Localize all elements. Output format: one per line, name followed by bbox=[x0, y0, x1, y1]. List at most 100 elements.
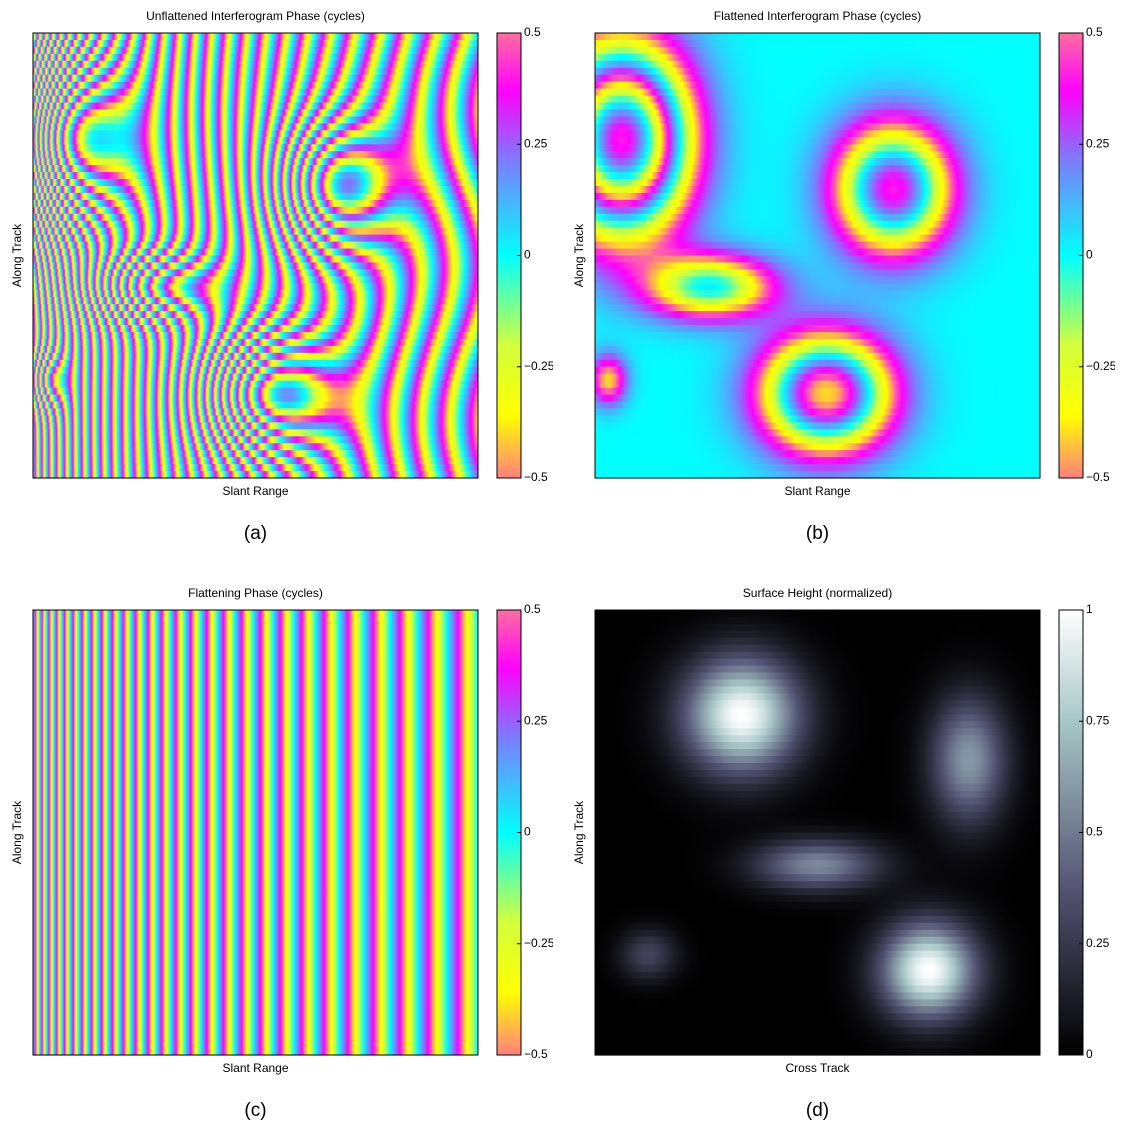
image-row bbox=[595, 338, 1040, 347]
image-row bbox=[595, 762, 1040, 771]
image-row bbox=[595, 39, 1040, 48]
colorbar-ticks: 0.5 0.25 0 −0.25 −0.5 bbox=[1086, 25, 1115, 484]
image-row bbox=[595, 394, 1040, 403]
image-row bbox=[595, 658, 1040, 667]
image-row bbox=[595, 227, 1040, 236]
image-row bbox=[595, 95, 1040, 104]
image-row bbox=[595, 241, 1040, 250]
image-row bbox=[595, 686, 1040, 695]
chart-title: Flattened Interferogram Phase (cycles) bbox=[714, 9, 921, 23]
colorbar-ticks: 0.5 0.25 0 −0.25 −0.5 bbox=[524, 602, 555, 1061]
image-row bbox=[595, 804, 1040, 813]
image-row bbox=[595, 721, 1040, 729]
image-row bbox=[595, 464, 1040, 472]
x-axis-label: Slant Range bbox=[222, 484, 288, 498]
image-row bbox=[595, 707, 1040, 715]
image-row bbox=[33, 380, 478, 389]
chart-title: Unflattened Interferogram Phase (cycles) bbox=[146, 9, 365, 23]
image-row bbox=[595, 867, 1040, 875]
image-row bbox=[595, 811, 1040, 820]
image-row bbox=[33, 165, 478, 173]
image-row bbox=[595, 297, 1040, 305]
colorbar-tick-label: 0 bbox=[1086, 248, 1093, 262]
image-row bbox=[33, 172, 478, 180]
x-axis-label: Slant Range bbox=[784, 484, 850, 498]
image-row bbox=[595, 964, 1040, 973]
colorbar-tick-label: −0.5 bbox=[524, 1047, 548, 1061]
image-row bbox=[595, 53, 1040, 62]
image-row bbox=[33, 450, 478, 458]
image-row bbox=[595, 220, 1040, 229]
image-row bbox=[595, 915, 1040, 924]
colorbar-ticks: 0.5 0.25 0 −0.25 −0.5 bbox=[524, 25, 553, 484]
image-row bbox=[595, 616, 1040, 625]
image-row bbox=[595, 318, 1040, 326]
colorbar-tick-label: 0 bbox=[524, 248, 531, 262]
image-row bbox=[33, 255, 478, 264]
image-row bbox=[33, 471, 478, 479]
colorbar-tick-label: 0.5 bbox=[1086, 25, 1103, 39]
image-row bbox=[595, 137, 1040, 145]
image-row bbox=[33, 53, 478, 62]
image-row bbox=[33, 290, 478, 298]
image-row bbox=[33, 345, 478, 354]
image-row bbox=[33, 213, 478, 222]
image-row bbox=[595, 749, 1040, 757]
colorbar-tick-label: −0.5 bbox=[1086, 470, 1110, 484]
image-row bbox=[595, 304, 1040, 312]
image-row bbox=[595, 331, 1040, 340]
colorbar-tick-label: 0 bbox=[524, 825, 531, 839]
image-row bbox=[595, 881, 1040, 889]
image-row bbox=[595, 839, 1040, 847]
image-row bbox=[595, 846, 1040, 854]
image-row bbox=[33, 199, 478, 208]
image-row bbox=[595, 46, 1040, 55]
image-row bbox=[33, 429, 478, 437]
colorbar-tick-label: 1 bbox=[1086, 602, 1093, 616]
image-row bbox=[33, 262, 478, 270]
image-row bbox=[595, 60, 1040, 69]
y-axis-label: Along Track bbox=[10, 223, 24, 287]
image-row bbox=[595, 429, 1040, 437]
image-row bbox=[33, 116, 478, 124]
image-row bbox=[595, 102, 1040, 111]
image-row bbox=[595, 1020, 1040, 1028]
image-row bbox=[595, 213, 1040, 222]
image-row bbox=[595, 276, 1040, 284]
plot-frame bbox=[32, 32, 479, 479]
image-row bbox=[595, 790, 1040, 799]
image-row bbox=[33, 415, 478, 423]
image-row bbox=[33, 276, 478, 284]
image-row bbox=[33, 325, 478, 333]
image-row bbox=[33, 443, 478, 451]
image-row bbox=[595, 818, 1040, 827]
image-row bbox=[595, 922, 1040, 931]
image-row bbox=[33, 234, 478, 243]
image-row bbox=[595, 151, 1040, 159]
image-row bbox=[33, 109, 478, 118]
image-row bbox=[595, 874, 1040, 882]
image-row bbox=[33, 464, 478, 472]
image-row bbox=[33, 422, 478, 430]
image-row bbox=[595, 769, 1040, 778]
image-row bbox=[595, 311, 1040, 319]
image-row bbox=[33, 436, 478, 444]
image-row bbox=[595, 74, 1040, 83]
colorbar-tick-label: 0.5 bbox=[524, 602, 541, 616]
image-row bbox=[595, 283, 1040, 291]
image-row bbox=[595, 234, 1040, 243]
image-row bbox=[33, 137, 478, 145]
image-row bbox=[595, 408, 1040, 417]
image-row bbox=[595, 33, 1040, 41]
colorbar-tick-label: 0.25 bbox=[1086, 936, 1110, 950]
image-row bbox=[33, 46, 478, 55]
image-row bbox=[33, 144, 478, 152]
colorbar-tick-label: −0.25 bbox=[524, 936, 555, 950]
image-row bbox=[595, 825, 1040, 834]
colorbar-tick-label: 0.25 bbox=[1086, 136, 1110, 150]
image-row bbox=[33, 331, 478, 340]
image-row bbox=[595, 352, 1040, 361]
image-row bbox=[33, 123, 478, 131]
colorbar-tick-label: 0.5 bbox=[1086, 825, 1103, 839]
